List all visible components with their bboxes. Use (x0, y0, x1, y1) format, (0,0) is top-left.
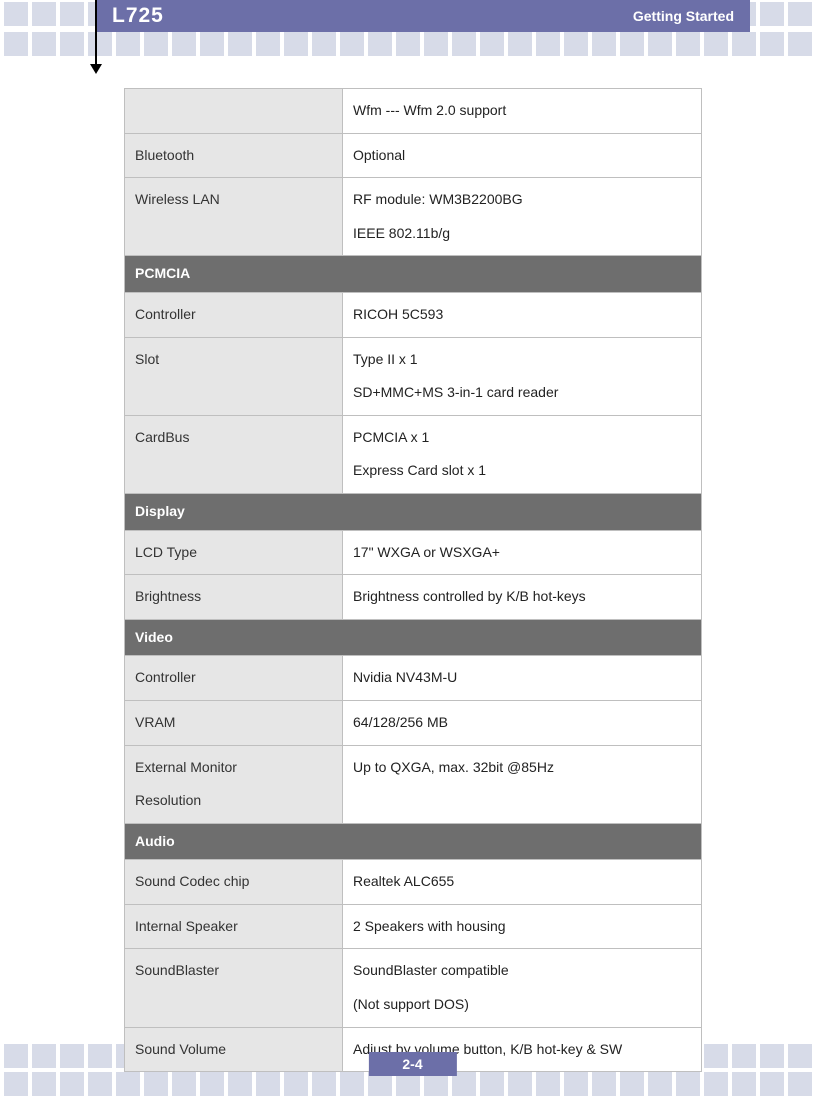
spec-label: CardBus (125, 415, 343, 493)
spec-label (125, 89, 343, 134)
spec-value: Realtek ALC655 (343, 860, 702, 905)
spec-value: Brightness controlled by K/B hot-keys (343, 575, 702, 620)
spec-value: 2 Speakers with housing (343, 904, 702, 949)
table-row: Sound Codec chip Realtek ALC655 (125, 860, 702, 905)
spec-value: RICOH 5C593 (343, 292, 702, 337)
spec-label: LCD Type (125, 530, 343, 575)
table-row: LCD Type 17" WXGA or WSXGA+ (125, 530, 702, 575)
table-row: Internal Speaker 2 Speakers with housing (125, 904, 702, 949)
spec-value: RF module: WM3B2200BG IEEE 802.11b/g (343, 178, 702, 256)
section-header-pcmcia: PCMCIA (125, 256, 702, 293)
spec-value: PCMCIA x 1 Express Card slot x 1 (343, 415, 702, 493)
spec-value: 17" WXGA or WSXGA+ (343, 530, 702, 575)
spec-label: Controller (125, 292, 343, 337)
table-row: CardBus PCMCIA x 1 Express Card slot x 1 (125, 415, 702, 493)
table-row: Bluetooth Optional (125, 133, 702, 178)
spec-value: Optional (343, 133, 702, 178)
arrow-down-icon (93, 0, 99, 78)
header-title: L725 (112, 4, 164, 28)
spec-label: SoundBlaster (125, 949, 343, 1027)
spec-label: Slot (125, 337, 343, 415)
spec-label: Controller (125, 656, 343, 701)
spec-value: SoundBlaster compatible (Not support DOS… (343, 949, 702, 1027)
section-label: Video (125, 619, 702, 656)
spec-label: Brightness (125, 575, 343, 620)
spec-label: Sound Volume (125, 1027, 343, 1072)
spec-value: 64/128/256 MB (343, 700, 702, 745)
spec-label: VRAM (125, 700, 343, 745)
section-header-display: Display (125, 493, 702, 530)
spec-label: Sound Codec chip (125, 860, 343, 905)
section-label: Display (125, 493, 702, 530)
table-row: Controller RICOH 5C593 (125, 292, 702, 337)
header-subtitle: Getting Started (633, 8, 734, 24)
table-row: Controller Nvidia NV43M-U (125, 656, 702, 701)
header-bar: L725 Getting Started (96, 0, 750, 32)
spec-table: Wfm --- Wfm 2.0 support Bluetooth Option… (124, 88, 702, 1072)
spec-value: Nvidia NV43M-U (343, 656, 702, 701)
table-row: Slot Type II x 1 SD+MMC+MS 3-in-1 card r… (125, 337, 702, 415)
spec-label: Wireless LAN (125, 178, 343, 256)
table-row: Wfm --- Wfm 2.0 support (125, 89, 702, 134)
spec-label: External Monitor Resolution (125, 745, 343, 823)
table-row: External Monitor Resolution Up to QXGA, … (125, 745, 702, 823)
spec-value: Up to QXGA, max. 32bit @85Hz (343, 745, 702, 823)
section-header-video: Video (125, 619, 702, 656)
table-row: Brightness Brightness controlled by K/B … (125, 575, 702, 620)
spec-label: Internal Speaker (125, 904, 343, 949)
table-row: Wireless LAN RF module: WM3B2200BG IEEE … (125, 178, 702, 256)
table-row: SoundBlaster SoundBlaster compatible (No… (125, 949, 702, 1027)
section-header-audio: Audio (125, 823, 702, 860)
section-label: PCMCIA (125, 256, 702, 293)
table-row: VRAM 64/128/256 MB (125, 700, 702, 745)
spec-label: Bluetooth (125, 133, 343, 178)
spec-value: Type II x 1 SD+MMC+MS 3-in-1 card reader (343, 337, 702, 415)
spec-value: Wfm --- Wfm 2.0 support (343, 89, 702, 134)
section-label: Audio (125, 823, 702, 860)
page-number: 2-4 (368, 1052, 456, 1076)
